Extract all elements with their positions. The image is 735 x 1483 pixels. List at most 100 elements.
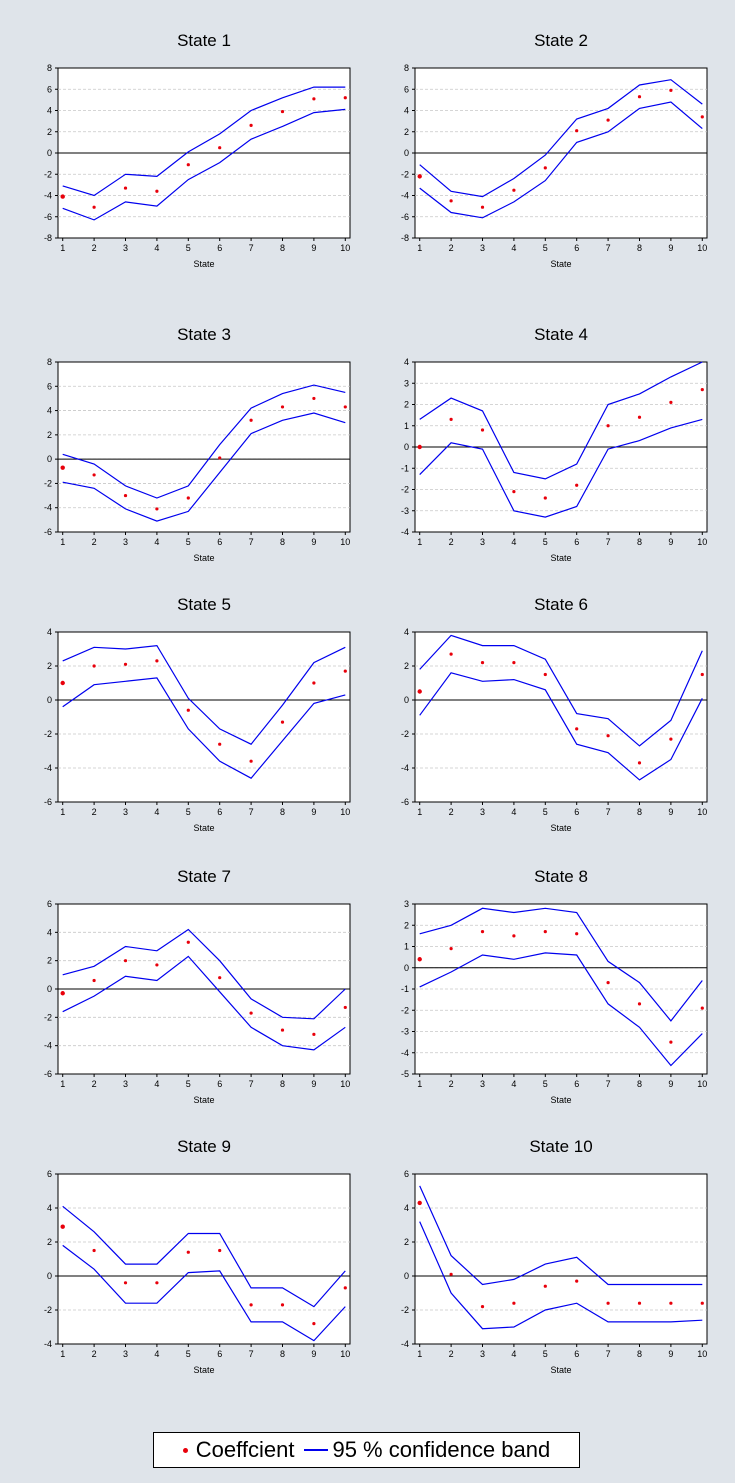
y-tick-label: 0 bbox=[404, 1271, 409, 1281]
x-tick-label: 1 bbox=[60, 807, 65, 817]
x-tick-label: 8 bbox=[637, 807, 642, 817]
x-axis-label: State bbox=[550, 259, 571, 269]
upper-band-line bbox=[419, 907, 703, 1022]
chart-panel-7: State 7 -6 -4 -2 0 2 4 6 1 2 3 4 5 6 7 8 9 10 State bbox=[44, 867, 351, 1105]
x-tick-label: 2 bbox=[449, 807, 454, 817]
y-tick-label: -2 bbox=[44, 1305, 52, 1315]
x-tick-label: 10 bbox=[697, 807, 707, 817]
x-tick-label: 1 bbox=[60, 537, 65, 547]
x-tick-label: 4 bbox=[154, 243, 159, 253]
coefficient-point bbox=[186, 163, 190, 167]
coefficient-point bbox=[249, 123, 253, 127]
x-tick-label: 1 bbox=[417, 807, 422, 817]
x-axis-label: State bbox=[193, 1365, 214, 1375]
x-tick-label: 3 bbox=[123, 1349, 128, 1359]
y-tick-label: -4 bbox=[401, 1339, 409, 1349]
x-tick-label: 1 bbox=[60, 1349, 65, 1359]
x-axis-label: State bbox=[550, 553, 571, 563]
coefficient-point bbox=[669, 1040, 673, 1044]
x-tick-label: 4 bbox=[154, 1349, 159, 1359]
chart-panel-8: State 8 -5 -4 -3 -2 -1 0 1 2 3 1 2 3 4 5 6 7 8 9 10 State bbox=[401, 867, 708, 1105]
coefficient-point bbox=[669, 1301, 673, 1305]
y-tick-label: 4 bbox=[47, 406, 52, 416]
chart-panel-6: State 6 -6 -4 -2 0 2 4 1 2 3 4 5 6 7 8 9 10 State bbox=[401, 595, 708, 833]
legend-band-label: 95 % confidence band bbox=[332, 1437, 551, 1462]
coefficient-point bbox=[92, 205, 96, 209]
coefficient-point bbox=[123, 1281, 128, 1285]
y-tick-label: 4 bbox=[404, 357, 409, 367]
y-tick-label: 0 bbox=[47, 454, 52, 464]
upper-band-line bbox=[419, 79, 703, 198]
coefficient-point bbox=[669, 400, 673, 404]
x-tick-label: 8 bbox=[280, 537, 285, 547]
y-tick-label: 2 bbox=[404, 1237, 409, 1247]
y-tick-label: 4 bbox=[404, 106, 409, 116]
y-tick-label: 3 bbox=[404, 378, 409, 388]
coefficient-point bbox=[637, 1301, 642, 1305]
y-tick-label: -2 bbox=[44, 1012, 52, 1022]
x-tick-label: 8 bbox=[280, 1349, 285, 1359]
coefficient-point bbox=[92, 978, 96, 983]
plot-area bbox=[57, 1173, 351, 1345]
x-tick-label: 10 bbox=[697, 537, 707, 547]
x-tick-label: 10 bbox=[697, 243, 707, 253]
y-tick-label: -2 bbox=[401, 1005, 409, 1015]
x-tick-label: 10 bbox=[340, 243, 350, 253]
x-tick-label: 9 bbox=[668, 1349, 673, 1359]
coefficient-point bbox=[700, 388, 704, 392]
y-tick-label: -8 bbox=[44, 233, 52, 243]
legend-coef-label: Coeffcient bbox=[195, 1437, 295, 1462]
chart-title: State 8 bbox=[534, 867, 588, 886]
lower-band-line bbox=[62, 412, 346, 522]
x-tick-label: 9 bbox=[311, 243, 316, 253]
coefficient-point bbox=[218, 742, 222, 746]
y-tick-label: -6 bbox=[44, 212, 52, 222]
y-tick-label: 6 bbox=[47, 1169, 52, 1179]
band-line-icon bbox=[304, 1449, 329, 1451]
x-tick-label: 9 bbox=[668, 807, 673, 817]
y-tick-label: 0 bbox=[47, 1271, 52, 1281]
coefficient-point bbox=[280, 1303, 285, 1307]
x-tick-label: 9 bbox=[311, 537, 316, 547]
coefficient-point bbox=[343, 1005, 347, 1010]
y-tick-label: -2 bbox=[401, 169, 409, 179]
x-axis-label: State bbox=[193, 553, 214, 563]
coefficient-point bbox=[669, 737, 673, 741]
coefficient-point bbox=[700, 1301, 704, 1305]
legend-item-band: 95 % confidence band bbox=[304, 1437, 550, 1463]
y-tick-label: 3 bbox=[404, 899, 409, 909]
x-tick-label: 7 bbox=[606, 243, 611, 253]
plot-area bbox=[414, 631, 708, 803]
coefficient-point bbox=[280, 1028, 285, 1032]
y-tick-label: 1 bbox=[404, 421, 409, 431]
coefficient-point bbox=[249, 418, 253, 422]
plot-area bbox=[57, 361, 351, 533]
coefficient-point bbox=[417, 1200, 422, 1206]
x-tick-label: 3 bbox=[480, 1349, 485, 1359]
coefficient-point bbox=[543, 496, 547, 500]
y-tick-label: 4 bbox=[47, 1203, 52, 1213]
legend: Coeffcient 95 % confidence band bbox=[153, 1432, 580, 1468]
y-tick-label: 0 bbox=[404, 148, 409, 158]
x-tick-label: 10 bbox=[340, 1349, 350, 1359]
y-tick-label: -4 bbox=[401, 763, 409, 773]
x-tick-label: 4 bbox=[154, 807, 159, 817]
coefficient-point bbox=[249, 1303, 253, 1307]
coefficient-point bbox=[637, 1002, 642, 1006]
y-tick-label: -2 bbox=[401, 485, 409, 495]
x-tick-label: 5 bbox=[543, 537, 548, 547]
x-axis-label: State bbox=[550, 1095, 571, 1105]
x-tick-label: 10 bbox=[697, 1079, 707, 1089]
y-tick-label: -2 bbox=[44, 729, 52, 739]
y-tick-label: 4 bbox=[47, 627, 52, 637]
y-tick-label: 2 bbox=[47, 430, 52, 440]
coefficient-point bbox=[155, 507, 159, 511]
chart-title: State 6 bbox=[534, 595, 588, 614]
coefficient-point bbox=[312, 97, 316, 101]
upper-band-line bbox=[62, 86, 346, 197]
coefficient-point bbox=[480, 661, 485, 665]
upper-band-line bbox=[62, 1205, 346, 1308]
coefficient-point bbox=[512, 188, 516, 192]
coefficient-point bbox=[543, 166, 547, 170]
lower-band-line bbox=[62, 108, 346, 221]
